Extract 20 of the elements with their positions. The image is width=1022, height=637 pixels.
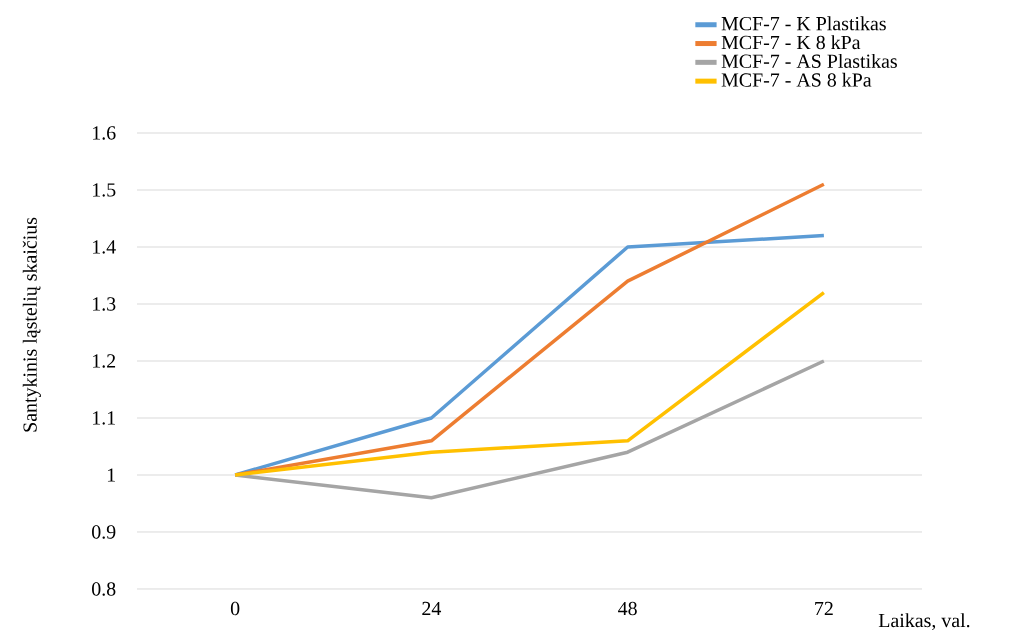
y-tick-label: 1.6 <box>93 126 116 140</box>
x-axis-title: Laikas, val. <box>878 613 970 631</box>
legend-label: MCF-7 - K 8 kPa <box>721 35 861 50</box>
y-tick-label: 1 <box>107 468 115 482</box>
y-tick-label: 0.9 <box>92 525 116 539</box>
y-tick-label: 1.1 <box>93 411 115 425</box>
y-axis-title: Santykinis ląstelių skaičius <box>22 217 41 432</box>
legend-label: MCF-7 - AS Plastikas <box>721 53 897 68</box>
y-tick-label: 1.4 <box>93 240 116 254</box>
legend-label: MCF-7 - AS 8 kPa <box>721 72 872 87</box>
line-series <box>233 290 826 477</box>
y-tick-label: 0.8 <box>92 582 116 596</box>
x-tick-label: 48 <box>618 601 637 616</box>
x-tick-label: 0 <box>230 601 240 616</box>
legend-label: MCF-7 - K Plastikas <box>721 16 886 31</box>
y-tick-label: 1.2 <box>93 354 116 368</box>
x-tick-label: 24 <box>422 601 442 616</box>
y-tick-label: 1.3 <box>93 297 116 311</box>
x-tick-label: 72 <box>815 601 833 616</box>
y-tick-label: 1.5 <box>93 183 116 197</box>
